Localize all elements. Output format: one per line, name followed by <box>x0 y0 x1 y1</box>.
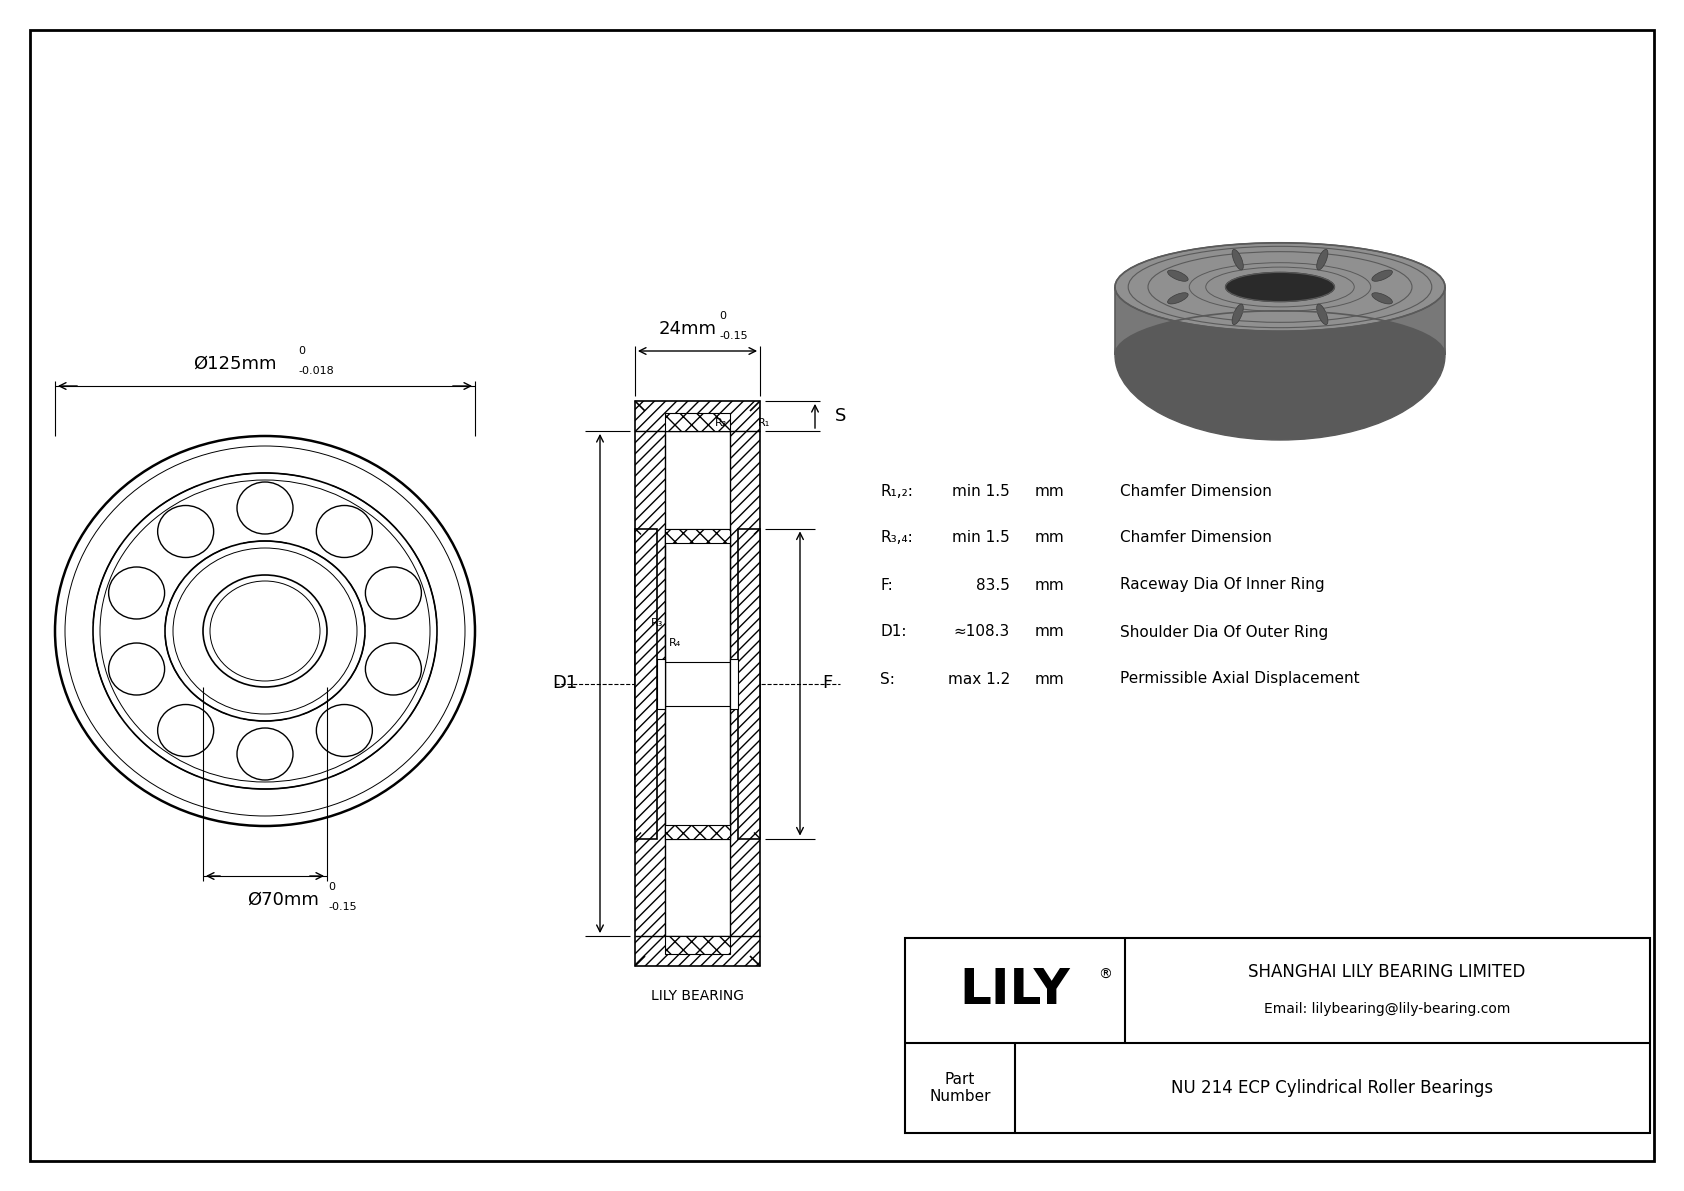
Text: R₁,₂:: R₁,₂: <box>881 484 913 499</box>
Text: ®: ® <box>1098 967 1111 981</box>
Text: ≈108.3: ≈108.3 <box>953 624 1010 640</box>
Text: LILY: LILY <box>960 967 1071 1015</box>
Text: Ø70mm: Ø70mm <box>248 891 318 909</box>
Bar <box>729 659 738 709</box>
Bar <box>665 413 729 431</box>
Text: Part
Number: Part Number <box>930 1072 990 1104</box>
Bar <box>904 939 1650 1133</box>
Ellipse shape <box>1317 249 1329 270</box>
Text: max 1.2: max 1.2 <box>948 672 1010 686</box>
Ellipse shape <box>1233 249 1243 270</box>
Ellipse shape <box>1115 270 1445 439</box>
Text: Permissible Axial Displacement: Permissible Axial Displacement <box>1120 672 1359 686</box>
Text: Raceway Dia Of Inner Ring: Raceway Dia Of Inner Ring <box>1120 578 1325 592</box>
Ellipse shape <box>1372 270 1393 281</box>
Text: Ø125mm: Ø125mm <box>194 355 276 373</box>
Text: Email: lilybearing@lily-bearing.com: Email: lilybearing@lily-bearing.com <box>1263 1003 1511 1016</box>
Ellipse shape <box>1226 273 1334 301</box>
Text: R₄: R₄ <box>669 638 682 649</box>
Bar <box>635 684 759 966</box>
Text: S: S <box>835 407 847 425</box>
Bar <box>665 542 729 824</box>
Bar <box>635 529 657 838</box>
Text: Chamfer Dimension: Chamfer Dimension <box>1120 530 1271 545</box>
Text: min 1.5: min 1.5 <box>951 530 1010 545</box>
Text: R₃,₄:: R₃,₄: <box>881 530 913 545</box>
Bar <box>635 401 759 684</box>
Text: D1:: D1: <box>881 624 906 640</box>
Ellipse shape <box>1167 293 1189 304</box>
Ellipse shape <box>1115 243 1445 331</box>
Bar <box>665 529 729 838</box>
Text: F: F <box>822 674 832 692</box>
Text: -0.15: -0.15 <box>328 902 357 912</box>
Text: Shoulder Dia Of Outer Ring: Shoulder Dia Of Outer Ring <box>1120 624 1329 640</box>
Bar <box>665 431 729 936</box>
Bar <box>665 529 729 542</box>
Text: -0.018: -0.018 <box>298 366 333 376</box>
Text: mm: mm <box>1036 624 1064 640</box>
Polygon shape <box>1115 243 1445 355</box>
Text: R₃: R₃ <box>650 618 663 629</box>
Text: min 1.5: min 1.5 <box>951 484 1010 499</box>
Bar <box>738 529 759 838</box>
Ellipse shape <box>1167 270 1189 281</box>
Text: -0.15: -0.15 <box>719 331 748 341</box>
Text: mm: mm <box>1036 578 1064 592</box>
Bar <box>665 824 729 838</box>
Text: R₂: R₂ <box>714 418 727 428</box>
Text: mm: mm <box>1036 484 1064 499</box>
Text: Chamfer Dimension: Chamfer Dimension <box>1120 484 1271 499</box>
Text: mm: mm <box>1036 530 1064 545</box>
Text: F:: F: <box>881 578 893 592</box>
Ellipse shape <box>1233 304 1243 325</box>
Bar <box>665 936 729 954</box>
Text: 0: 0 <box>298 347 305 356</box>
Text: 0: 0 <box>328 883 335 892</box>
Text: mm: mm <box>1036 672 1064 686</box>
Text: SHANGHAI LILY BEARING LIMITED: SHANGHAI LILY BEARING LIMITED <box>1248 962 1526 980</box>
Text: 0: 0 <box>719 311 726 322</box>
Text: LILY BEARING: LILY BEARING <box>652 989 744 1003</box>
Ellipse shape <box>1372 293 1393 304</box>
Text: 24mm: 24mm <box>658 320 716 338</box>
Text: NU 214 ECP Cylindrical Roller Bearings: NU 214 ECP Cylindrical Roller Bearings <box>1170 1079 1494 1097</box>
Text: S:: S: <box>881 672 894 686</box>
Text: 83.5: 83.5 <box>977 578 1010 592</box>
Text: D1: D1 <box>552 674 578 692</box>
Text: R₁: R₁ <box>758 418 770 428</box>
Ellipse shape <box>1317 304 1329 325</box>
Bar <box>657 659 665 709</box>
